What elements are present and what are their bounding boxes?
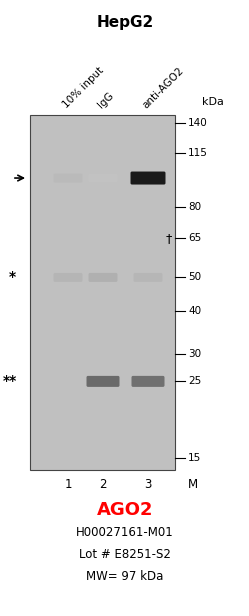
FancyBboxPatch shape [88, 273, 118, 282]
Bar [30, 115, 175, 470]
Text: AGO2: AGO2 [97, 501, 153, 519]
FancyBboxPatch shape [130, 171, 166, 185]
Text: M: M [188, 477, 198, 490]
Text: 80: 80 [188, 202, 201, 212]
Text: 3: 3 [144, 477, 152, 490]
FancyBboxPatch shape [54, 378, 82, 386]
Text: 1: 1 [64, 477, 72, 490]
Text: Lot # E8251-S2: Lot # E8251-S2 [79, 548, 171, 561]
Text: 25: 25 [188, 376, 201, 386]
Text: HepG2: HepG2 [96, 15, 154, 30]
Text: 65: 65 [188, 233, 201, 243]
FancyBboxPatch shape [133, 273, 163, 282]
Text: IgG: IgG [96, 91, 116, 110]
FancyBboxPatch shape [54, 174, 82, 182]
Text: 30: 30 [188, 349, 201, 359]
Text: 50: 50 [188, 272, 201, 282]
FancyBboxPatch shape [88, 174, 118, 182]
FancyBboxPatch shape [86, 376, 120, 387]
FancyBboxPatch shape [54, 273, 82, 282]
Text: kDa: kDa [202, 97, 224, 107]
Text: 2: 2 [99, 477, 107, 490]
FancyBboxPatch shape [131, 376, 165, 387]
Text: **: ** [3, 375, 17, 388]
Text: 140: 140 [188, 118, 208, 128]
Text: 115: 115 [188, 147, 208, 158]
Text: 10% input: 10% input [61, 65, 106, 110]
Text: †: † [166, 232, 172, 245]
Text: 15: 15 [188, 453, 201, 463]
Text: MW= 97 kDa: MW= 97 kDa [86, 570, 164, 583]
Text: *: * [8, 270, 16, 285]
Text: anti-AGO2: anti-AGO2 [141, 65, 186, 110]
Text: H00027161-M01: H00027161-M01 [76, 525, 174, 538]
Text: 40: 40 [188, 306, 201, 316]
